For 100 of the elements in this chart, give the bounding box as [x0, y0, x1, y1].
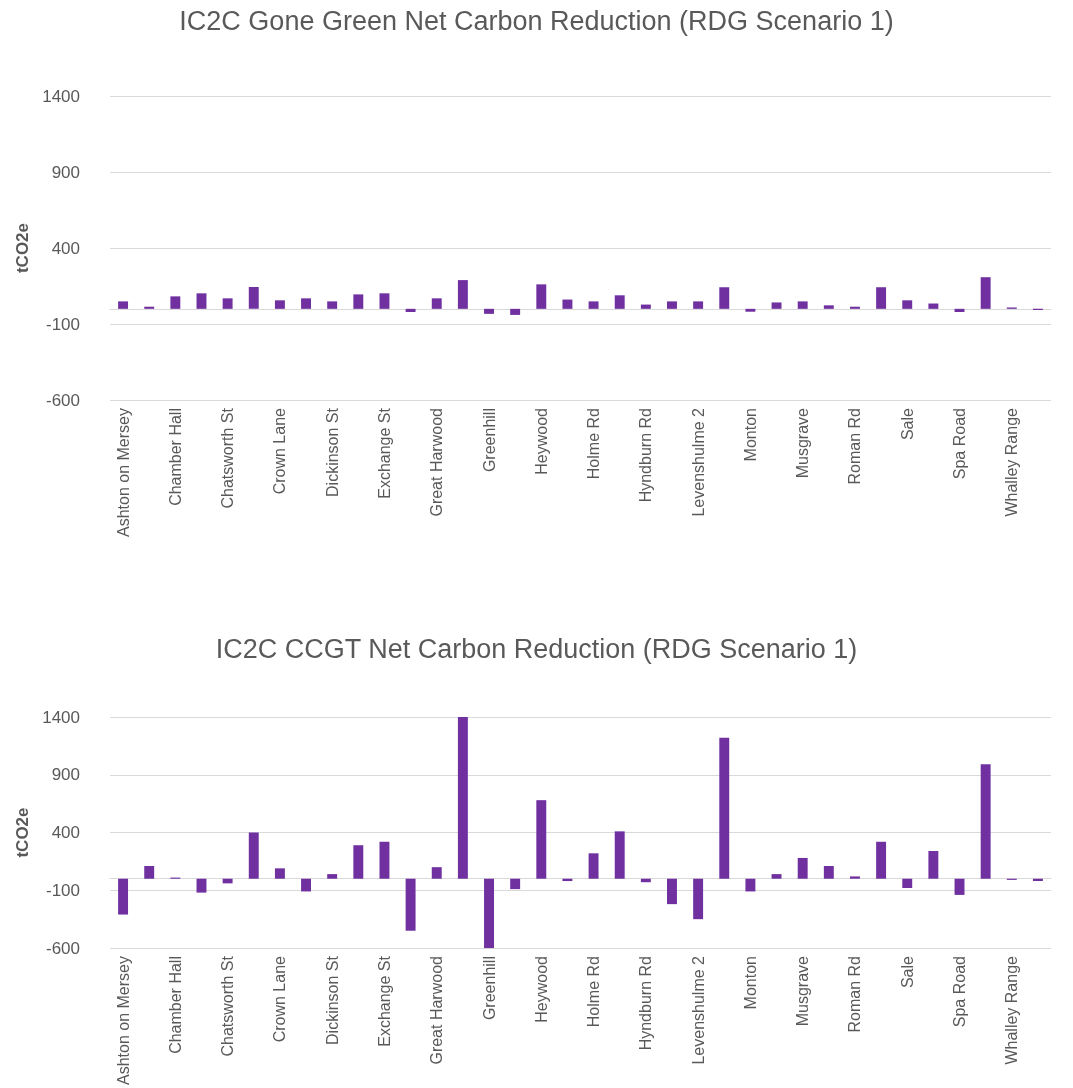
- bar: [771, 302, 782, 309]
- x-tick-label: Levenshulme 2: [689, 407, 707, 517]
- bar: [823, 866, 834, 879]
- x-tick-label: Great Harwood: [428, 408, 446, 517]
- x-tick-label: Musgrave: [794, 407, 812, 479]
- bar: [118, 878, 129, 915]
- bar: [588, 301, 599, 309]
- bar: [379, 841, 390, 879]
- x-tick-label: Spa Road: [951, 956, 969, 1028]
- bar: [980, 277, 991, 309]
- x-tick-label: Roman Rd: [846, 956, 864, 1033]
- bar: [274, 868, 285, 879]
- x-tick-label: Chamber Hall: [166, 956, 184, 1054]
- y-tick-label: 400: [51, 238, 80, 258]
- chart-title: IC2C Gone Green Net Carbon Reduction (RDG Scenario 1): [179, 5, 894, 36]
- bar: [196, 293, 207, 309]
- bar: [902, 300, 913, 309]
- y-tick-label: -100: [45, 314, 80, 334]
- bar: [745, 878, 756, 892]
- x-tick-label: Chatsworth St: [219, 407, 237, 509]
- x-tick-label: Exchange St: [375, 955, 393, 1047]
- x-tick-label: Hyndburn Rd: [637, 408, 655, 503]
- bar: [144, 866, 155, 879]
- x-tick-label: Spa Road: [951, 408, 969, 480]
- y-tick-label: 900: [51, 765, 80, 785]
- x-tick-label: Roman Rd: [846, 408, 864, 485]
- x-tick-label: Chatsworth St: [219, 955, 237, 1057]
- bar: [353, 294, 364, 309]
- x-tick-label: Dickinson St: [323, 407, 341, 497]
- chart-title: IC2C CCGT Net Carbon Reduction (RDG Scenario 1): [215, 633, 858, 664]
- y-tick-label: -100: [45, 880, 80, 900]
- bar: [588, 853, 599, 879]
- bar: [797, 301, 808, 309]
- bar: [484, 878, 494, 949]
- x-tick-label: Greenhill: [480, 956, 498, 1021]
- x-tick-label: Sale: [898, 955, 916, 989]
- bar: [849, 876, 860, 879]
- x-tick-label: Holme Rd: [585, 956, 603, 1028]
- x-tick-label: Ashton on Mersey: [114, 956, 132, 1085]
- bar: [248, 832, 259, 879]
- x-tick-label: Sale: [898, 407, 916, 441]
- x-tick-label: Hyndburn Rd: [637, 956, 655, 1051]
- bar: [928, 851, 939, 879]
- bar: [771, 874, 782, 879]
- bar: [928, 303, 939, 309]
- bar: [667, 878, 677, 905]
- bar: [353, 845, 364, 879]
- x-tick-label: Dickinson St: [323, 955, 341, 1045]
- bar: [693, 301, 704, 309]
- y-axis-title: tCO2e: [13, 807, 33, 858]
- bar: [876, 841, 887, 879]
- bar: [248, 287, 259, 309]
- bar: [222, 298, 233, 309]
- bar: [823, 305, 834, 309]
- bar: [562, 299, 573, 309]
- bar: [196, 878, 207, 893]
- y-tick-label: 900: [51, 162, 80, 182]
- x-tick-label: Crown Lane: [271, 407, 289, 495]
- bar: [457, 280, 468, 309]
- bar: [405, 308, 416, 313]
- bar: [797, 857, 808, 879]
- bar: [536, 800, 547, 879]
- x-tick-label: Musgrave: [794, 955, 812, 1027]
- bar: [327, 301, 338, 309]
- bar: [510, 878, 521, 890]
- bar: [379, 293, 390, 309]
- x-tick-label: Monton: [741, 956, 759, 1010]
- bar: [431, 867, 442, 879]
- x-tick-label: Greenhill: [480, 408, 498, 473]
- bar: [170, 296, 181, 309]
- bar: [405, 878, 416, 931]
- bar: [640, 304, 651, 309]
- bar: [876, 287, 887, 309]
- x-tick-label: Heywood: [532, 408, 550, 475]
- y-tick-label: 400: [51, 823, 80, 843]
- bar: [667, 301, 677, 309]
- bar: [484, 308, 494, 314]
- bar: [745, 308, 756, 312]
- bar: [719, 287, 730, 309]
- bar: [614, 295, 625, 309]
- bar: [510, 308, 521, 315]
- bar: [457, 717, 468, 879]
- bar: [144, 306, 155, 309]
- bar: [274, 300, 285, 309]
- bar: [719, 737, 730, 879]
- y-axis-title: tCO2e: [13, 222, 33, 274]
- x-tick-label: Great Harwood: [428, 956, 446, 1065]
- y-tick-label: 1400: [42, 707, 80, 727]
- x-tick-label: Exchange St: [375, 407, 393, 499]
- x-tick-label: Holme Rd: [585, 408, 603, 480]
- bar: [980, 764, 991, 879]
- bar: [327, 874, 338, 879]
- bar: [301, 298, 312, 309]
- bar: [536, 284, 547, 309]
- x-tick-label: Crown Lane: [271, 955, 289, 1043]
- x-tick-label: Monton: [741, 408, 759, 462]
- y-tick-label: -600: [45, 938, 80, 958]
- bar: [614, 831, 625, 879]
- bar: [301, 878, 312, 892]
- x-tick-label: Chamber Hall: [166, 408, 184, 506]
